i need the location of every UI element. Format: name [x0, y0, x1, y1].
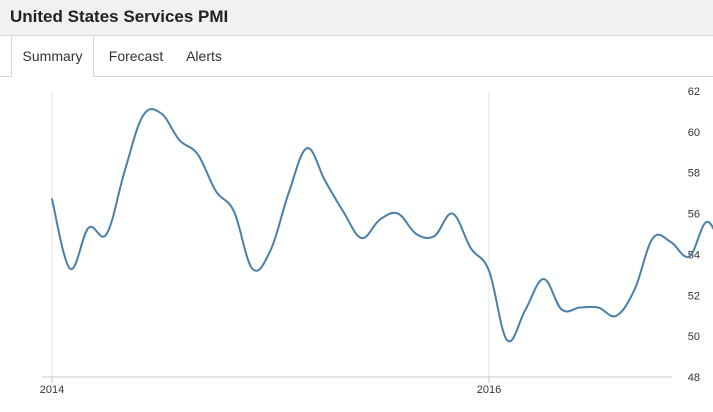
- tab-summary[interactable]: Summary: [11, 36, 94, 77]
- y-tick-label-56: 56: [688, 209, 700, 221]
- y-tick-label-58: 58: [688, 168, 700, 180]
- y-tick-label-60: 60: [688, 127, 700, 139]
- tab-forecast[interactable]: Forecast: [108, 48, 164, 64]
- page-title: United States Services PMI: [10, 7, 229, 26]
- tab-bar: Summary Forecast Alerts: [0, 36, 713, 77]
- y-tick-label-48: 48: [688, 372, 700, 384]
- y-tick-label-50: 50: [688, 331, 700, 343]
- tab-alerts[interactable]: Alerts: [186, 48, 222, 64]
- y-tick-label-54: 54: [688, 249, 700, 261]
- title-bar: United States Services PMI: [0, 0, 713, 36]
- series-line-pmi: [51, 107, 713, 343]
- x-tick-label-2016: 2016: [477, 384, 501, 396]
- pmi-line-chart: 2014201620184850525456586062: [40, 86, 713, 396]
- y-tick-label-62: 62: [688, 86, 700, 98]
- x-tick-label-2014: 2014: [40, 384, 64, 396]
- chart-area: 2014201620184850525456586062: [0, 77, 713, 412]
- y-tick-label-52: 52: [688, 290, 700, 302]
